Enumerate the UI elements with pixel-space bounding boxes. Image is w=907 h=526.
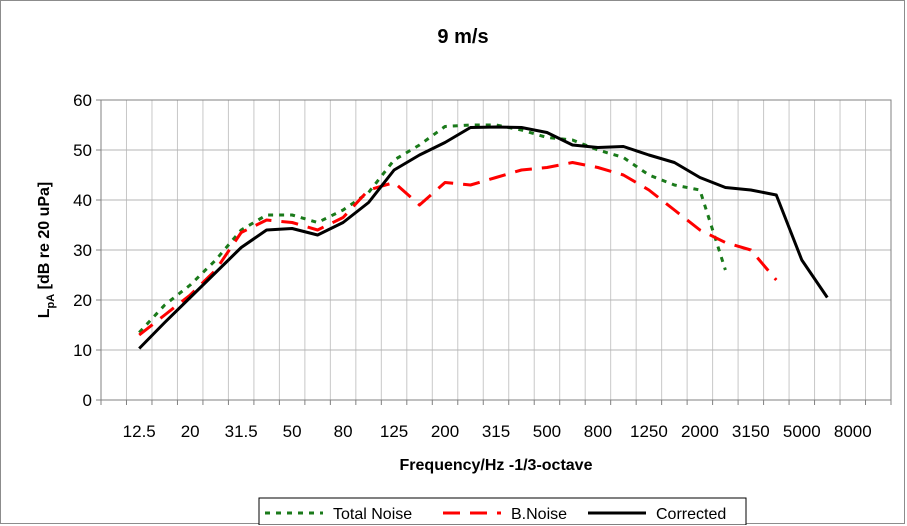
x-tick-label: 2000 [681,422,719,441]
y-tick-label: 20 [73,291,92,310]
x-tick-label: 50 [283,422,302,441]
y-tick-label: 40 [73,191,92,210]
series-line-corrected [138,125,829,350]
x-axis-title: Frequency/Hz -1/3-octave [400,457,593,474]
legend-label-total-noise: Total Noise [333,506,412,523]
series-line-b-noise [138,161,778,337]
series-line-total-noise [138,123,727,334]
y-axis-title-main: L [36,308,53,318]
x-axis-ticks: 12.5 20 31.5 50 80 125 200 315 500 800 1250 2000 315… [100,400,892,441]
y-tick-label: 60 [73,91,92,110]
x-tick-label: 125 [380,422,408,441]
y-tick-label: 30 [73,241,92,260]
x-tick-label: 3150 [732,422,770,441]
y-tick-label: 50 [73,141,92,160]
x-tick-label: 20 [181,422,200,441]
x-tick-label: 5000 [783,422,821,441]
y-axis-title: LpA [dB re 20 uPa] [36,182,57,318]
y-axis-ticks: 0 10 20 30 40 50 60 [73,91,101,410]
y-axis-title-sub: pA [45,294,57,309]
x-tick-label: 200 [431,422,459,441]
series-lines [138,123,829,350]
x-tick-label: 315 [482,422,510,441]
x-tick-label: 31.5 [225,422,258,441]
y-axis-title-rest: [dB re 20 uPa] [36,182,53,294]
x-tick-label: 80 [334,422,353,441]
legend-box [258,497,747,525]
chart-title: 9 m/s [437,26,488,48]
legend-label-corrected: Corrected [656,506,726,523]
legend-label-b-noise: B.Noise [511,506,567,523]
grid [101,100,891,400]
y-tick-label: 10 [73,341,92,360]
legend: Total Noise B.Noise Corrected [258,497,747,525]
x-tick-label: 500 [533,422,561,441]
x-tick-label: 1250 [630,422,668,441]
x-tick-label: 800 [584,422,612,441]
x-tick-label: 12.5 [123,422,156,441]
x-tick-label: 8000 [834,422,872,441]
y-tick-label: 0 [83,391,92,410]
